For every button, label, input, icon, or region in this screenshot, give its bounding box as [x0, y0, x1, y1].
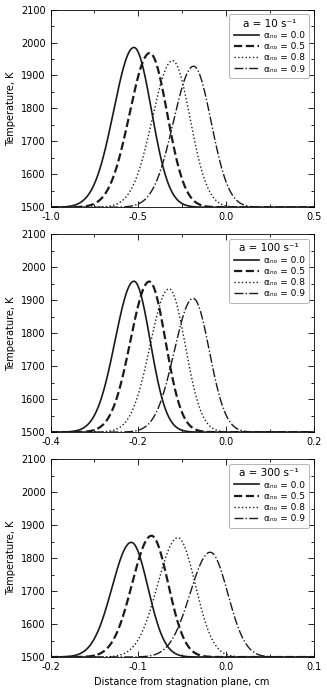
X-axis label: Distance from stagnation plane, cm: Distance from stagnation plane, cm [95, 678, 270, 687]
Y-axis label: Temperature, K: Temperature, K [6, 521, 16, 595]
Y-axis label: Temperature, K: Temperature, K [6, 296, 16, 371]
Legend: αₙₒ = 0.0, αₙₒ = 0.5, αₙₒ = 0.8, αₙₒ = 0.9: αₙₒ = 0.0, αₙₒ = 0.5, αₙₒ = 0.8, αₙₒ = 0… [230, 239, 309, 303]
Legend: αₙₒ = 0.0, αₙₒ = 0.5, αₙₒ = 0.8, αₙₒ = 0.9: αₙₒ = 0.0, αₙₒ = 0.5, αₙₒ = 0.8, αₙₒ = 0… [230, 14, 309, 78]
Y-axis label: Temperature, K: Temperature, K [6, 71, 16, 146]
Legend: αₙₒ = 0.0, αₙₒ = 0.5, αₙₒ = 0.8, αₙₒ = 0.9: αₙₒ = 0.0, αₙₒ = 0.5, αₙₒ = 0.8, αₙₒ = 0… [230, 464, 309, 528]
